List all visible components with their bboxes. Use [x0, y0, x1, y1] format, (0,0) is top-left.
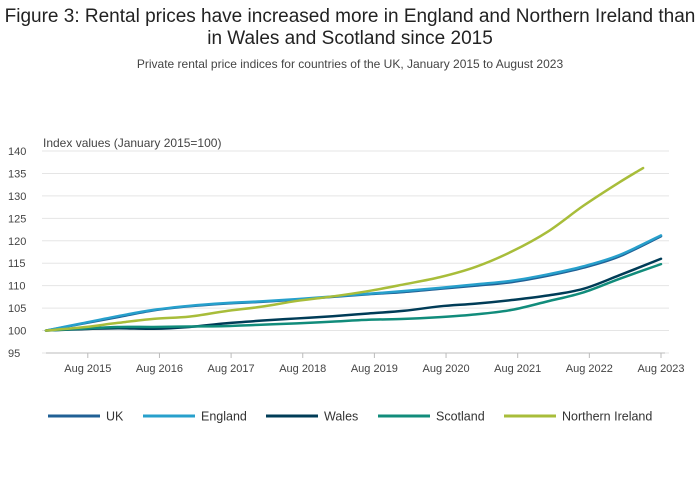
legend-label: England — [201, 410, 247, 424]
x-axis-ticks: Aug 2015 Aug 2016 Aug 2017 Aug 2018 Aug 2019… — [46, 352, 685, 375]
legend-label: Wales — [324, 410, 358, 424]
legend-item-northern-ireland[interactable]: Northern Ireland — [504, 410, 652, 424]
legend-item-wales[interactable]: Wales — [266, 410, 358, 424]
legend-label: Northern Ireland — [562, 410, 652, 424]
y-tick-label: 135 — [8, 168, 26, 180]
x-tick-label: Aug 2015 — [64, 363, 111, 375]
y-tick-label: 95 — [8, 348, 20, 360]
y-tick-label: 130 — [8, 191, 26, 203]
gridlines — [42, 150, 669, 354]
series-line-uk — [44, 235, 663, 332]
x-tick-label: Aug 2018 — [279, 363, 326, 375]
legend: UK England Wales Scotland Northern Ireland — [48, 410, 652, 424]
series-line-scotland — [44, 262, 663, 332]
legend-item-england[interactable]: England — [143, 410, 247, 424]
x-tick-label: Aug 2017 — [208, 363, 255, 375]
y-tick-label: 110 — [8, 281, 26, 293]
legend-item-scotland[interactable]: Scotland — [378, 410, 485, 424]
x-tick-label: Aug 2019 — [351, 363, 398, 375]
series-line-northern-ireland — [44, 166, 645, 332]
y-tick-label: 115 — [8, 258, 26, 270]
legend-item-uk[interactable]: UK — [48, 410, 124, 424]
x-tick-label: Aug 2020 — [422, 363, 469, 375]
x-tick-label: Aug 2016 — [136, 363, 183, 375]
series-line-england — [44, 234, 663, 332]
y-tick-label: 100 — [8, 326, 26, 338]
series-line-wales — [44, 257, 663, 332]
chart-subtitle: Private rental price indices for countri… — [136, 57, 564, 71]
y-axis-ticks: 95 100 105 110 115 120 125 130 135 140 — [8, 146, 26, 360]
chart-title: Figure 3: Rental prices have increased m… — [4, 6, 696, 49]
legend-label: UK — [106, 410, 124, 424]
x-tick-label: Aug 2022 — [566, 363, 613, 375]
x-tick-label: Aug 2023 — [637, 363, 684, 375]
y-tick-label: 120 — [8, 236, 26, 248]
y-tick-label: 105 — [8, 303, 26, 315]
series-lines — [44, 166, 663, 332]
x-tick-label: Aug 2021 — [494, 363, 541, 375]
y-axis-label: Index values (January 2015=100) — [43, 136, 221, 150]
legend-label: Scotland — [436, 410, 485, 424]
y-tick-label: 140 — [8, 146, 26, 158]
y-tick-label: 125 — [8, 213, 26, 225]
